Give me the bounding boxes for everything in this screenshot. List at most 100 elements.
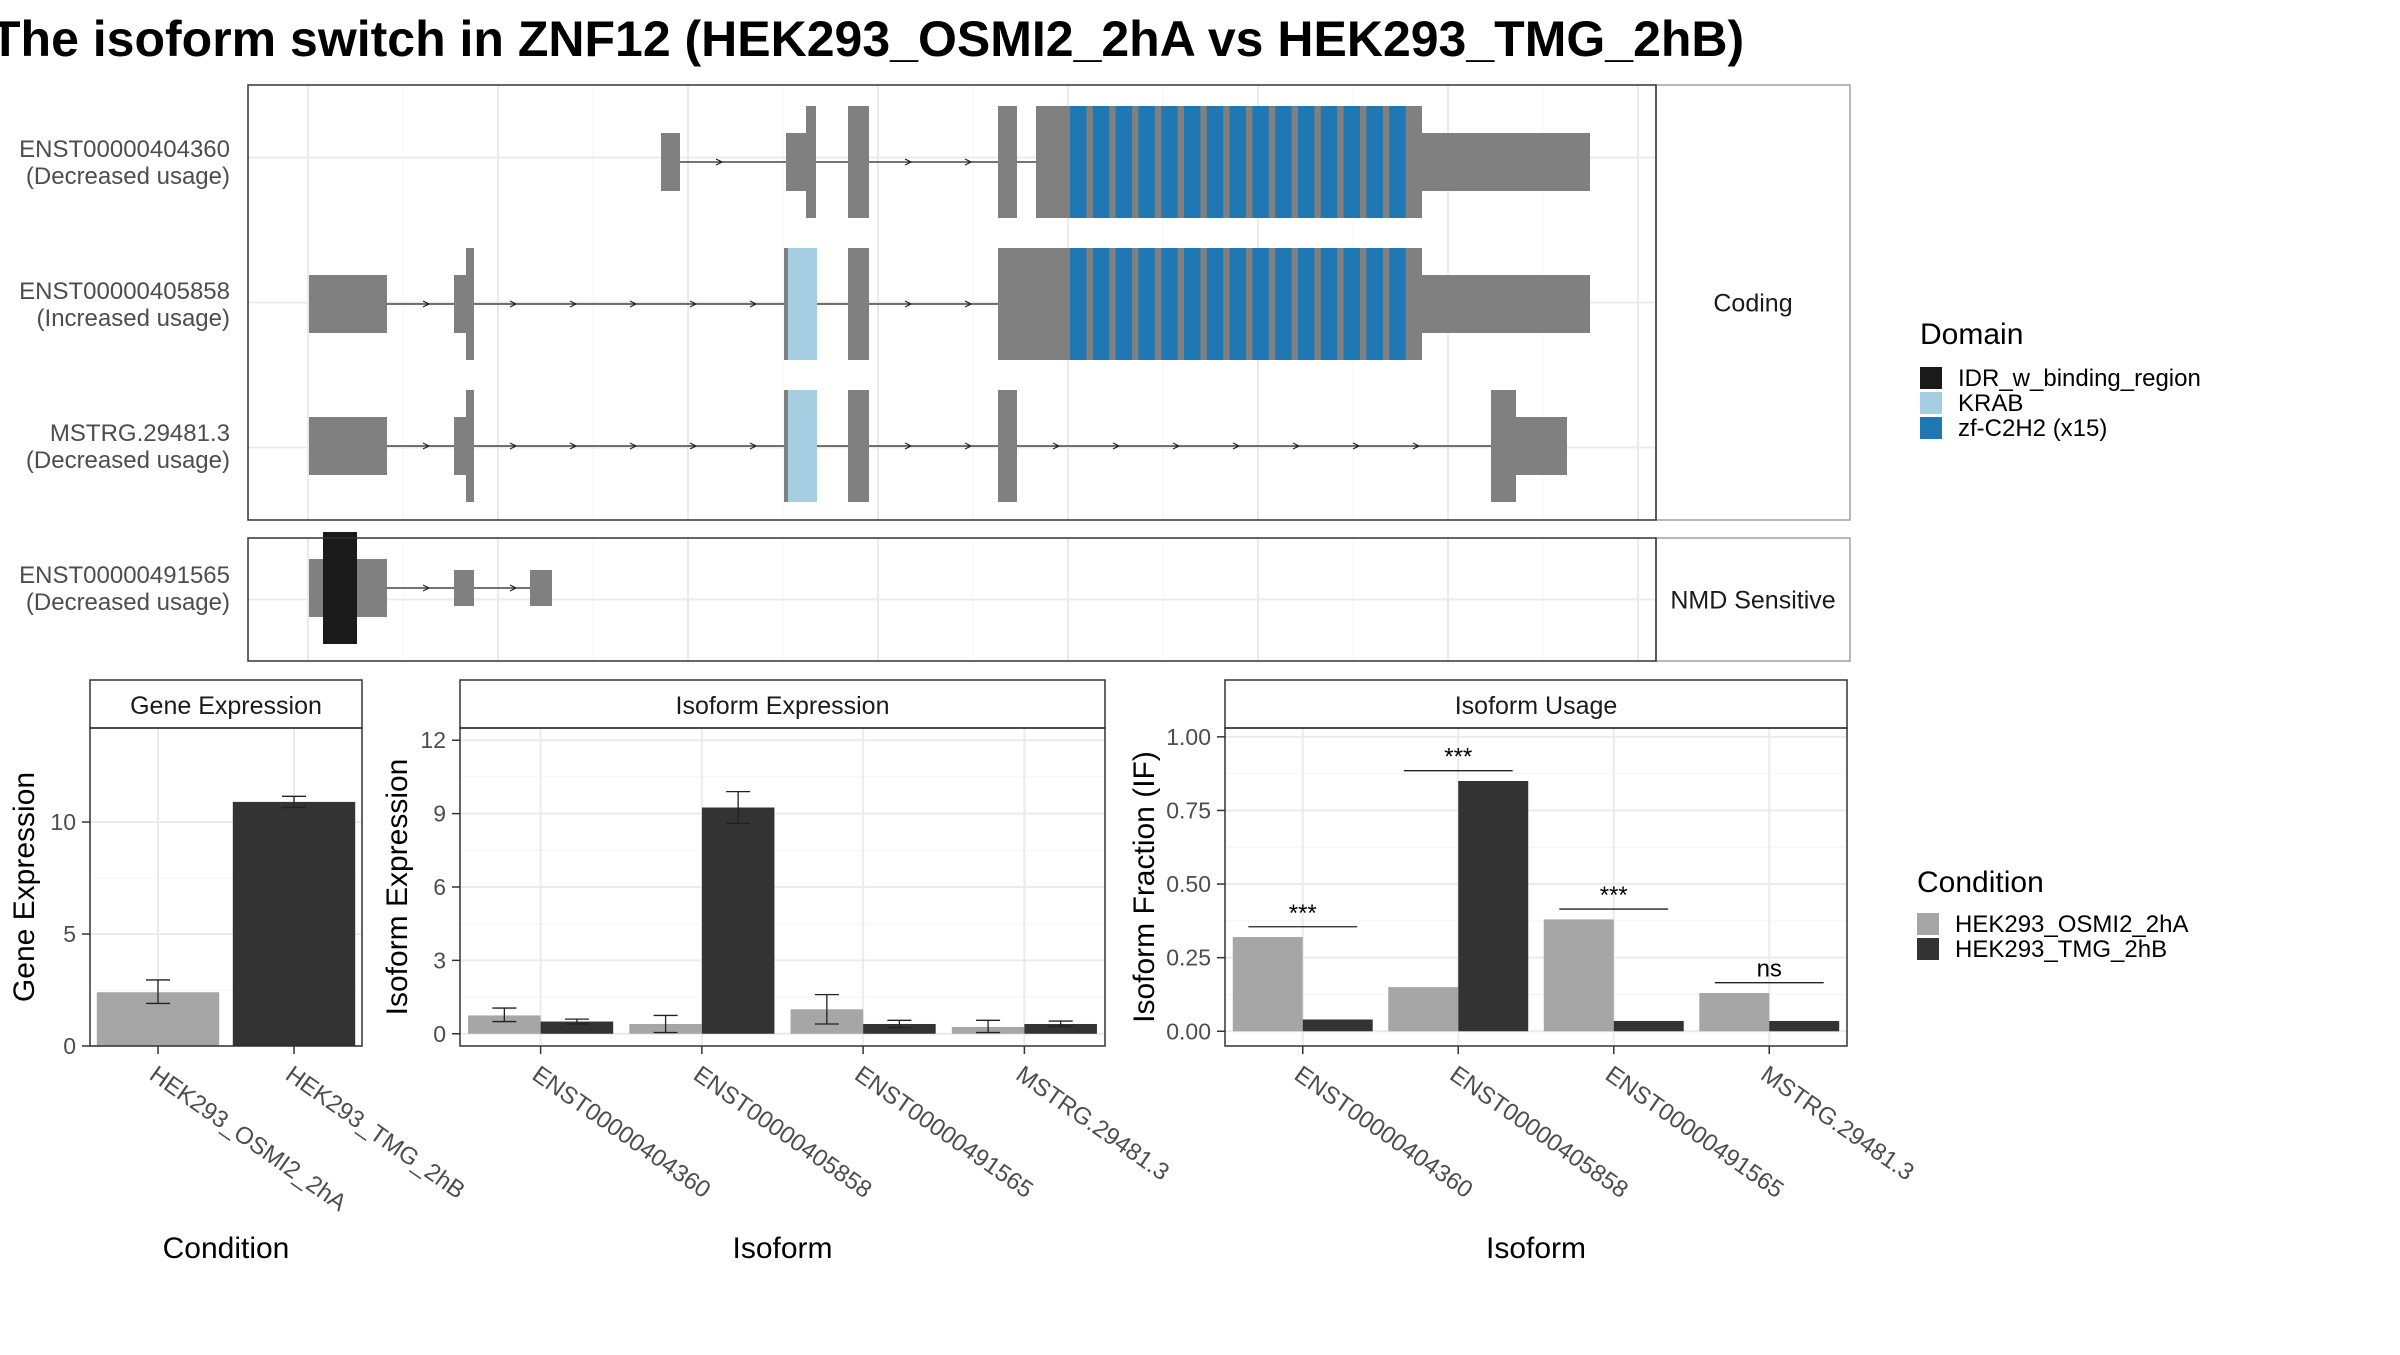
exon	[998, 390, 1017, 502]
direction-arrow	[715, 158, 724, 166]
direction-arrow	[1292, 442, 1301, 450]
x-tick-label: MSTRG.29481.3	[1756, 1061, 1919, 1186]
zf-c2h2-domain	[1298, 248, 1315, 360]
x-tick-label: ENST00000404360	[527, 1061, 715, 1204]
exon	[784, 390, 790, 502]
chart-isoform-usage: *** *** *** ns Isoform Usage 0.00 0.25 0.50 0.75…	[1128, 679, 1919, 1265]
chart-title-strip	[1224, 679, 1848, 729]
exon	[309, 417, 387, 475]
panel-border	[247, 84, 1657, 521]
zf-c2h2-domain	[1161, 248, 1178, 360]
direction-arrow	[904, 300, 913, 308]
transcript-id-label: ENST00000491565	[19, 562, 230, 589]
zf-c2h2-domain	[1138, 248, 1155, 360]
figure-title: The isoform switch in ZNF12 (HEK293_OSMI…	[0, 11, 1744, 67]
significance-label: ***	[1444, 744, 1472, 771]
bar	[1024, 1023, 1097, 1034]
idr-binding-region-domain	[323, 532, 357, 644]
x-axis-label: Isoform	[1486, 1232, 1586, 1265]
y-tick-label: 0.50	[1166, 871, 1211, 897]
direction-arrow	[1112, 442, 1121, 450]
x-axis-label: Condition	[163, 1232, 290, 1265]
zf-c2h2-domain	[1184, 248, 1201, 360]
direction-arrow	[422, 442, 431, 450]
direction-arrow	[964, 158, 973, 166]
exon	[309, 275, 387, 333]
direction-arrow	[422, 300, 431, 308]
direction-arrow	[422, 584, 431, 592]
zf-c2h2-domain	[1138, 106, 1155, 218]
x-axis-label: Isoform	[732, 1232, 832, 1265]
legend-swatch-condition	[1917, 938, 1939, 960]
exon	[454, 275, 468, 333]
legend-swatch-krab	[1920, 392, 1942, 414]
zf-c2h2-domain	[1389, 248, 1406, 360]
krab-domain	[788, 390, 817, 502]
zf-c2h2-domain	[1070, 106, 1087, 218]
zf-c2h2-domain	[1252, 106, 1269, 218]
zf-c2h2-domain	[1229, 106, 1247, 218]
exon	[998, 248, 1068, 360]
transcript-id-label: ENST00000405858	[19, 278, 230, 305]
krab-domain	[788, 248, 817, 360]
direction-arrow	[749, 300, 758, 308]
bar	[1613, 1020, 1684, 1032]
transcript-status-label: (Increased usage)	[37, 305, 230, 332]
exon	[466, 390, 474, 502]
transcript-id-label: ENST00000404360	[19, 136, 230, 163]
domain-legend-title: Domain	[1920, 318, 2023, 351]
significance-label: ns	[1757, 956, 1782, 983]
bar	[1769, 1020, 1840, 1032]
y-tick-label: 0	[63, 1033, 76, 1059]
exon	[806, 106, 816, 218]
zf-c2h2-domain	[1092, 106, 1110, 218]
direction-arrow	[964, 300, 973, 308]
transcript-id-label: MSTRG.29481.3	[50, 420, 230, 447]
y-axis-label: Isoform Fraction (IF)	[1128, 751, 1161, 1023]
direction-arrow	[689, 442, 698, 450]
zf-c2h2-domain	[1115, 106, 1133, 218]
direction-arrow	[1412, 442, 1421, 450]
legend-label: HEK293_TMG_2hB	[1955, 936, 2167, 963]
direction-arrow	[749, 442, 758, 450]
bar	[1699, 993, 1770, 1032]
exon	[1491, 390, 1516, 502]
zf-c2h2-domain	[1343, 106, 1361, 218]
bar	[701, 807, 775, 1034]
bar	[1388, 987, 1459, 1032]
y-tick-label: 10	[50, 809, 76, 835]
zf-c2h2-domain	[1389, 106, 1406, 218]
direction-arrow	[569, 300, 578, 308]
zf-c2h2-domain	[1252, 248, 1269, 360]
direction-arrow	[904, 442, 913, 450]
bar	[232, 801, 356, 1046]
zf-c2h2-domain	[1275, 248, 1292, 360]
exon	[784, 248, 790, 360]
y-axis-label: Gene Expression	[8, 772, 41, 1002]
direction-arrow	[629, 300, 638, 308]
direction-arrow	[1052, 442, 1061, 450]
facet-strip	[1655, 84, 1851, 521]
chart-title: Isoform Expression	[676, 692, 890, 720]
transcript-track: ENST00000404360(Decreased usage)	[19, 106, 1590, 218]
structure-panel-nmd: NMD Sensitive	[248, 537, 1851, 662]
exon	[848, 106, 869, 218]
y-axis-label: Isoform Expression	[381, 759, 414, 1016]
legend-swatch-idr-w-binding-region	[1920, 367, 1942, 389]
facet-strip-label: Coding	[1713, 290, 1792, 318]
zf-c2h2-domain	[1161, 106, 1178, 218]
y-tick-label: 0.75	[1166, 797, 1211, 823]
zf-c2h2-domain	[1206, 248, 1224, 360]
plot-border	[1224, 727, 1848, 1047]
x-tick-label: ENST00000405858	[688, 1061, 876, 1204]
y-tick-label: 3	[433, 947, 446, 973]
y-tick-label: 0	[433, 1021, 446, 1047]
exon	[661, 133, 680, 191]
y-tick-label: 9	[433, 801, 446, 827]
zf-c2h2-domain	[1206, 106, 1224, 218]
chart-title: Isoform Usage	[1455, 692, 1618, 720]
chart-title: Gene Expression	[130, 692, 322, 720]
